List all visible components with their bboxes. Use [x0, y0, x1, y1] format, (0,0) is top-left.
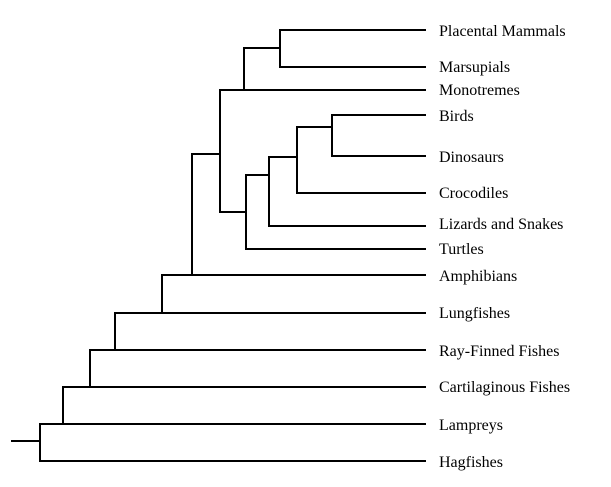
- tree-branches: [11, 29, 426, 462]
- taxon-label-marsupials: Marsupials: [439, 59, 510, 76]
- taxon-label-hagfishes: Hagfishes: [439, 454, 503, 471]
- taxon-label-dinosaurs: Dinosaurs: [439, 149, 504, 166]
- taxon-label-lizards-and-snakes: Lizards and Snakes: [439, 216, 563, 233]
- taxon-labels: Placental Mammals Marsupials Monotremes …: [439, 23, 570, 471]
- taxon-label-turtles: Turtles: [439, 241, 484, 258]
- taxon-label-placental-mammals: Placental Mammals: [439, 23, 566, 40]
- taxon-label-lampreys: Lampreys: [439, 417, 503, 434]
- taxon-label-amphibians: Amphibians: [439, 268, 517, 285]
- taxon-label-monotremes: Monotremes: [439, 82, 520, 99]
- taxon-label-ray-finned-fishes: Ray-Finned Fishes: [439, 343, 559, 360]
- taxon-label-lungfishes: Lungfishes: [439, 305, 510, 322]
- taxon-label-birds: Birds: [439, 108, 474, 125]
- taxon-label-crocodiles: Crocodiles: [439, 185, 508, 202]
- taxon-label-cartilaginous-fishes: Cartilaginous Fishes: [439, 379, 570, 396]
